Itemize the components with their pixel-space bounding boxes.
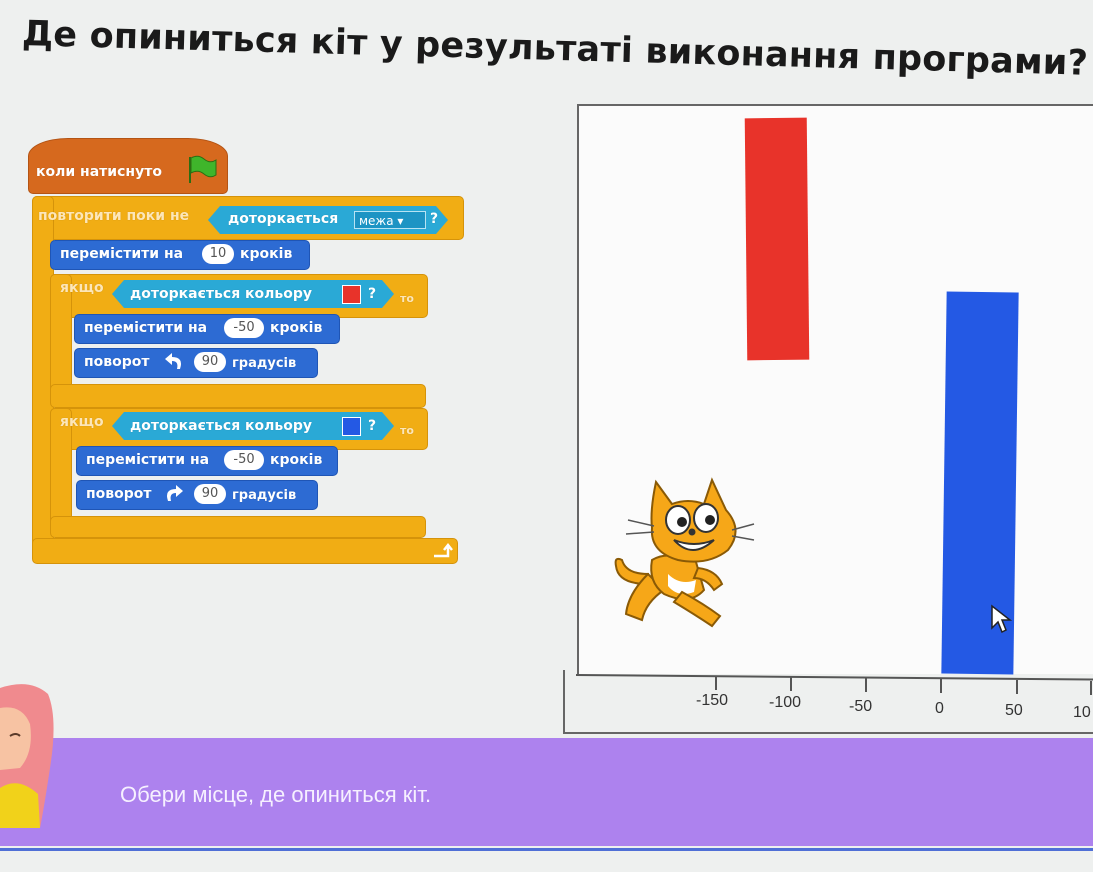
then-label-2: то [400,424,414,437]
move-back-input-1[interactable]: -50 [224,318,264,338]
green-flag-icon [189,155,217,183]
move-10-steps-block[interactable] [50,240,310,270]
if-blue-foot [50,516,426,538]
move-suffix-label-2: кроків [270,320,323,336]
axis-tick [865,678,867,692]
helper-character-avatar [0,684,54,828]
move-prefix-label-3: перемістити на [86,452,210,468]
red-color-swatch[interactable] [342,285,361,304]
turn-left-block[interactable] [74,348,318,378]
if-red-foot [50,384,426,408]
move-suffix-label: кроків [240,246,293,262]
turn-left-icon [165,353,181,369]
axis-label-neg150: -150 [696,692,729,709]
move-steps-input[interactable]: 10 [202,244,234,264]
axis-tick [1090,681,1092,695]
axis-tick [940,679,942,693]
touching-label: доторкається [228,211,339,227]
move-back-block-1[interactable] [74,314,340,344]
scratch-cat-sprite[interactable] [608,474,758,632]
degrees-label-1: градусів [232,356,297,371]
axis-tick [790,677,792,691]
question-mark: ? [430,211,439,227]
if-label: якщо [60,280,104,296]
touching-color-label: доторкається кольору [130,286,313,302]
axis-tick [1016,680,1018,694]
turn-label-1: поворот [84,354,150,370]
hint-bar [0,738,1093,846]
stage-frame [563,670,1093,734]
turn-degrees-input-1[interactable]: 90 [194,352,226,372]
axis-label-neg50: -50 [849,698,873,715]
move-suffix-label-3: кроків [270,452,323,468]
turn-right-icon [167,485,183,501]
axis-label-0: 0 [935,700,944,717]
bottom-divider [0,848,1093,851]
when-flag-clicked-label: коли натиснуто [36,164,162,180]
mouse-pointer-icon [991,604,1012,634]
hint-text: Обери місце, де опиниться кіт. [120,782,432,807]
turn-degrees-input-2[interactable]: 90 [194,484,226,504]
move-prefix-label: перемістити на [60,246,184,262]
axis-tick [715,676,717,690]
edge-option-label: межа [359,214,394,228]
then-label: то [400,292,414,305]
repeat-until-label: повторити поки не [38,208,190,224]
move-back-block-2[interactable] [76,446,338,476]
repeat-until-foot [32,538,458,564]
blue-color-swatch[interactable] [342,417,361,436]
question-mark-red: ? [368,286,377,302]
if-label-2: якщо [60,414,104,430]
loop-arrow-icon [434,542,453,558]
edge-dropdown[interactable]: межа ▾ [354,211,426,229]
axis-label-neg100: -100 [769,694,802,711]
move-prefix-label-2: перемістити на [84,320,208,336]
turn-label-2: поворот [86,486,152,502]
red-wall [744,117,810,361]
axis-label-100: 10 [1073,704,1091,721]
degrees-label-2: градусів [232,488,297,503]
axis-label-50: 50 [1005,702,1023,719]
move-back-input-2[interactable]: -50 [224,450,264,470]
question-mark-blue: ? [368,418,377,434]
touching-color-label-2: доторкається кольору [130,418,313,434]
